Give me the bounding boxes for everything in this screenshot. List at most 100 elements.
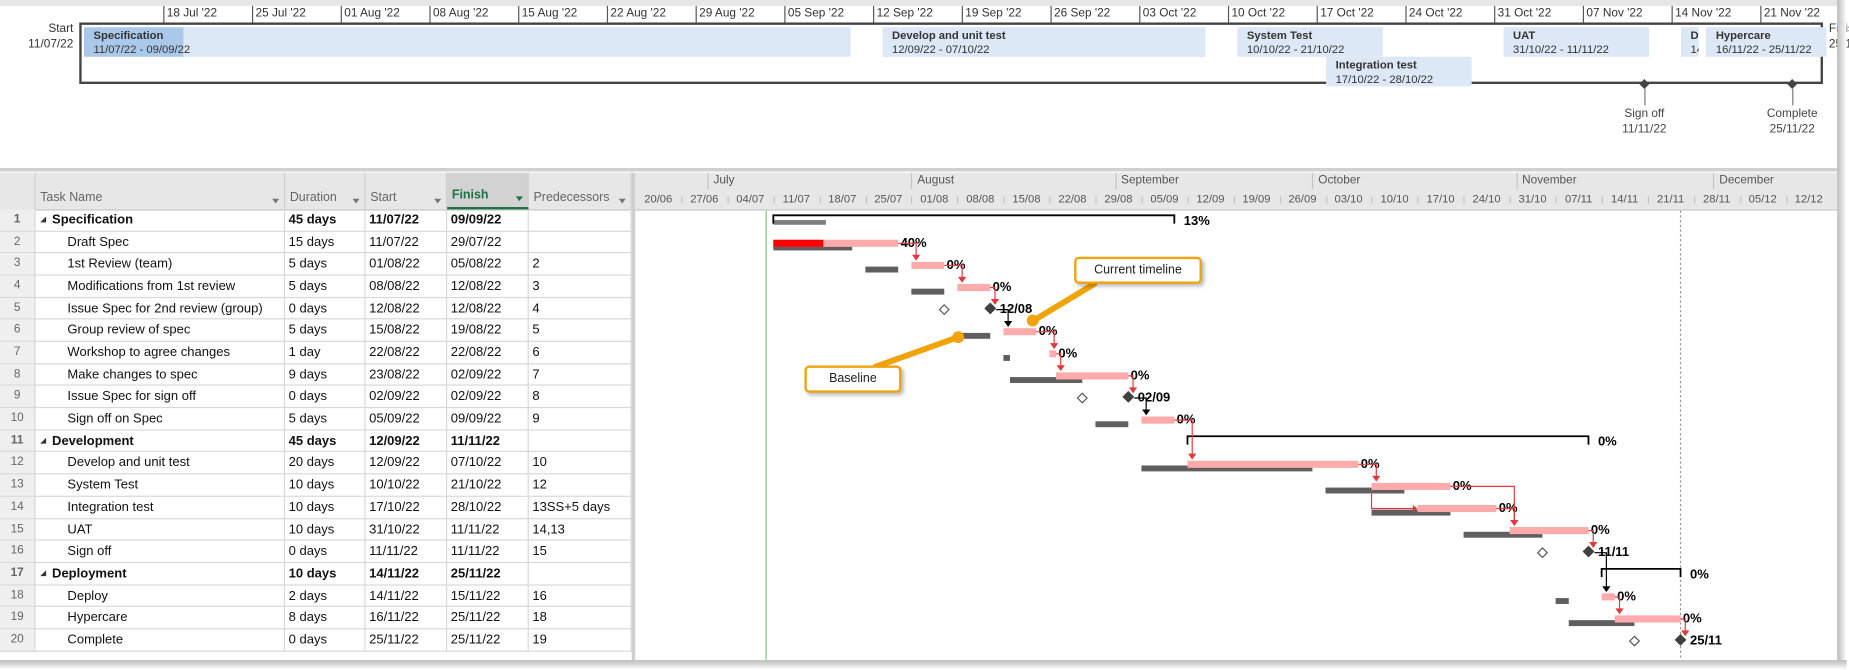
cell-start[interactable]: 11/11/22 [365, 540, 448, 563]
cell-id[interactable]: 12 [0, 452, 36, 475]
cell-duration[interactable]: 10 days [285, 474, 366, 497]
dependency-link[interactable] [944, 264, 963, 279]
task-row[interactable]: 13 System Test 10 days 10/10/22 21/10/22 12 [0, 474, 632, 497]
cell-duration[interactable]: 0 days [285, 629, 366, 652]
timeline-task-block[interactable]: Integration test 17/10/22 - 28/10/22 [1326, 56, 1472, 87]
baseline-bar[interactable] [1371, 509, 1451, 516]
collapse-triangle-icon[interactable] [40, 570, 47, 576]
cell-duration[interactable]: 45 days [285, 430, 366, 453]
baseline-bar[interactable] [1141, 465, 1313, 472]
cell-id[interactable]: 2 [0, 231, 36, 254]
cell-duration[interactable]: 1 day [285, 341, 366, 365]
cell-name[interactable]: Issue Spec for 2nd review (group) [35, 297, 286, 320]
milestone-diamond[interactable] [1674, 633, 1687, 646]
cell-finish[interactable]: 11/11/22 [447, 518, 529, 541]
cell-predecessors[interactable]: 13SS+5 days [528, 496, 632, 519]
summary-task-row[interactable]: 11 Development 45 days 12/09/22 11/11/22 [0, 430, 632, 453]
cell-name[interactable]: UAT [35, 518, 286, 541]
timeline-task-block[interactable]: Deploy14/11/22 - 15/11/22 [1681, 27, 1700, 57]
dependency-link[interactable] [996, 309, 1009, 323]
cell-id[interactable]: 4 [0, 275, 36, 298]
cell-predecessors[interactable] [528, 231, 632, 254]
cell-name[interactable]: Make changes to spec [35, 364, 286, 387]
cell-start[interactable]: 17/10/22 [365, 496, 448, 519]
baseline-milestone[interactable] [938, 304, 950, 316]
cell-id[interactable]: 13 [0, 474, 36, 497]
baseline-bar[interactable] [1095, 421, 1129, 428]
task-bar[interactable] [773, 239, 899, 247]
cell-predecessors[interactable] [528, 430, 632, 453]
baseline-bar[interactable] [1003, 354, 1010, 361]
cell-start[interactable]: 25/11/22 [365, 629, 448, 652]
dependency-link[interactable] [1174, 419, 1193, 455]
table-chart-splitter[interactable] [631, 172, 636, 661]
task-bar[interactable] [957, 283, 991, 292]
cell-duration[interactable]: 9 days [285, 364, 366, 387]
timeline-task-block[interactable]: Develop and unit test 12/09/22 - 07/10/22 [882, 27, 1205, 57]
cell-id[interactable]: 11 [0, 430, 36, 453]
baseline-milestone[interactable] [1076, 392, 1088, 404]
cell-predecessors[interactable] [528, 562, 632, 586]
task-bar[interactable] [1055, 372, 1129, 380]
task-bar[interactable] [1003, 328, 1037, 336]
cell-finish[interactable]: 15/11/22 [447, 585, 529, 608]
cell-predecessors[interactable]: 16 [528, 585, 632, 608]
cell-name[interactable]: Hypercare [35, 607, 286, 630]
task-bar[interactable] [1141, 416, 1175, 424]
dropdown-arrow-icon[interactable] [352, 198, 360, 204]
cell-duration[interactable]: 5 days [285, 319, 366, 342]
column-header-task-name[interactable]: Task Name [35, 172, 286, 210]
cell-predecessors[interactable]: 6 [528, 341, 632, 365]
cell-id[interactable]: 14 [0, 496, 36, 519]
baseline-bar[interactable] [1568, 620, 1635, 627]
cell-name[interactable]: Development [35, 430, 286, 453]
cell-duration[interactable]: 10 days [285, 562, 366, 586]
cell-predecessors[interactable] [528, 209, 632, 232]
summary-task-row[interactable]: 1 Specification 45 days 11/07/22 09/09/22 [0, 209, 632, 232]
cell-start[interactable]: 16/11/22 [365, 607, 448, 630]
cell-duration[interactable]: 5 days [285, 253, 366, 276]
timeline-bar[interactable]: Specification 11/07/22 - 09/09/22 Develop … [79, 22, 1827, 87]
cell-finish[interactable]: 07/10/22 [447, 452, 529, 475]
cell-start[interactable]: 22/08/22 [365, 341, 448, 365]
cell-start[interactable]: 23/08/22 [365, 364, 448, 387]
cell-finish[interactable]: 28/10/22 [447, 496, 529, 519]
dependency-link[interactable] [1450, 485, 1515, 522]
task-bar[interactable] [1601, 593, 1615, 601]
milestone-diamond[interactable] [1582, 545, 1595, 558]
task-bar[interactable] [1417, 504, 1497, 513]
cell-duration[interactable]: 0 days [285, 386, 366, 409]
cell-predecessors[interactable]: 10 [528, 452, 632, 475]
cell-duration[interactable]: 5 days [285, 408, 366, 431]
task-row[interactable]: 5 Issue Spec for 2nd review (group) 0 days… [0, 297, 632, 320]
select-all-corner[interactable] [0, 172, 36, 210]
baseline-milestone[interactable] [1628, 635, 1641, 647]
baseline-bar[interactable] [957, 332, 991, 339]
cell-name[interactable]: Workshop to agree changes [35, 341, 286, 365]
task-row[interactable]: 16 Sign off 0 days 11/11/22 11/11/22 15 [0, 540, 632, 563]
cell-duration[interactable]: 0 days [285, 297, 366, 320]
cell-start[interactable]: 08/08/22 [365, 275, 448, 298]
cell-id[interactable]: 19 [0, 607, 36, 630]
cell-duration[interactable]: 10 days [285, 518, 366, 541]
dependency-link[interactable] [1036, 331, 1055, 345]
task-row[interactable]: 10 Sign off on Spec 5 days 05/09/22 09/09/22… [0, 408, 632, 431]
cell-name[interactable]: Issue Spec for sign off [35, 386, 286, 409]
cell-duration[interactable]: 2 days [285, 585, 366, 608]
task-bar[interactable] [911, 261, 945, 269]
cell-finish[interactable]: 21/10/22 [447, 474, 529, 497]
cell-finish[interactable]: 19/08/22 [447, 319, 529, 342]
dropdown-arrow-icon[interactable] [272, 198, 280, 204]
cell-name[interactable]: Deploy [35, 585, 286, 608]
cell-finish[interactable]: 02/09/22 [447, 386, 529, 409]
cell-duration[interactable]: 0 days [285, 540, 366, 563]
cell-start[interactable]: 31/10/22 [365, 518, 448, 541]
gantt-chart[interactable]: 13% 40% 0% 0% 12/08 0% 0% 0% 02/09 0% 0% 0% 0% 0% 0% 11… [635, 172, 1838, 661]
cell-name[interactable]: Complete [35, 629, 286, 652]
task-row[interactable]: 14 Integration test 10 days 17/10/22 28/10/2… [0, 496, 632, 519]
cell-finish[interactable]: 25/11/22 [447, 562, 529, 586]
baseline-summary-bar[interactable] [773, 220, 826, 225]
cell-start[interactable]: 12/08/22 [365, 297, 448, 320]
dependency-link[interactable] [1128, 375, 1134, 389]
cell-duration[interactable]: 8 days [285, 607, 366, 630]
